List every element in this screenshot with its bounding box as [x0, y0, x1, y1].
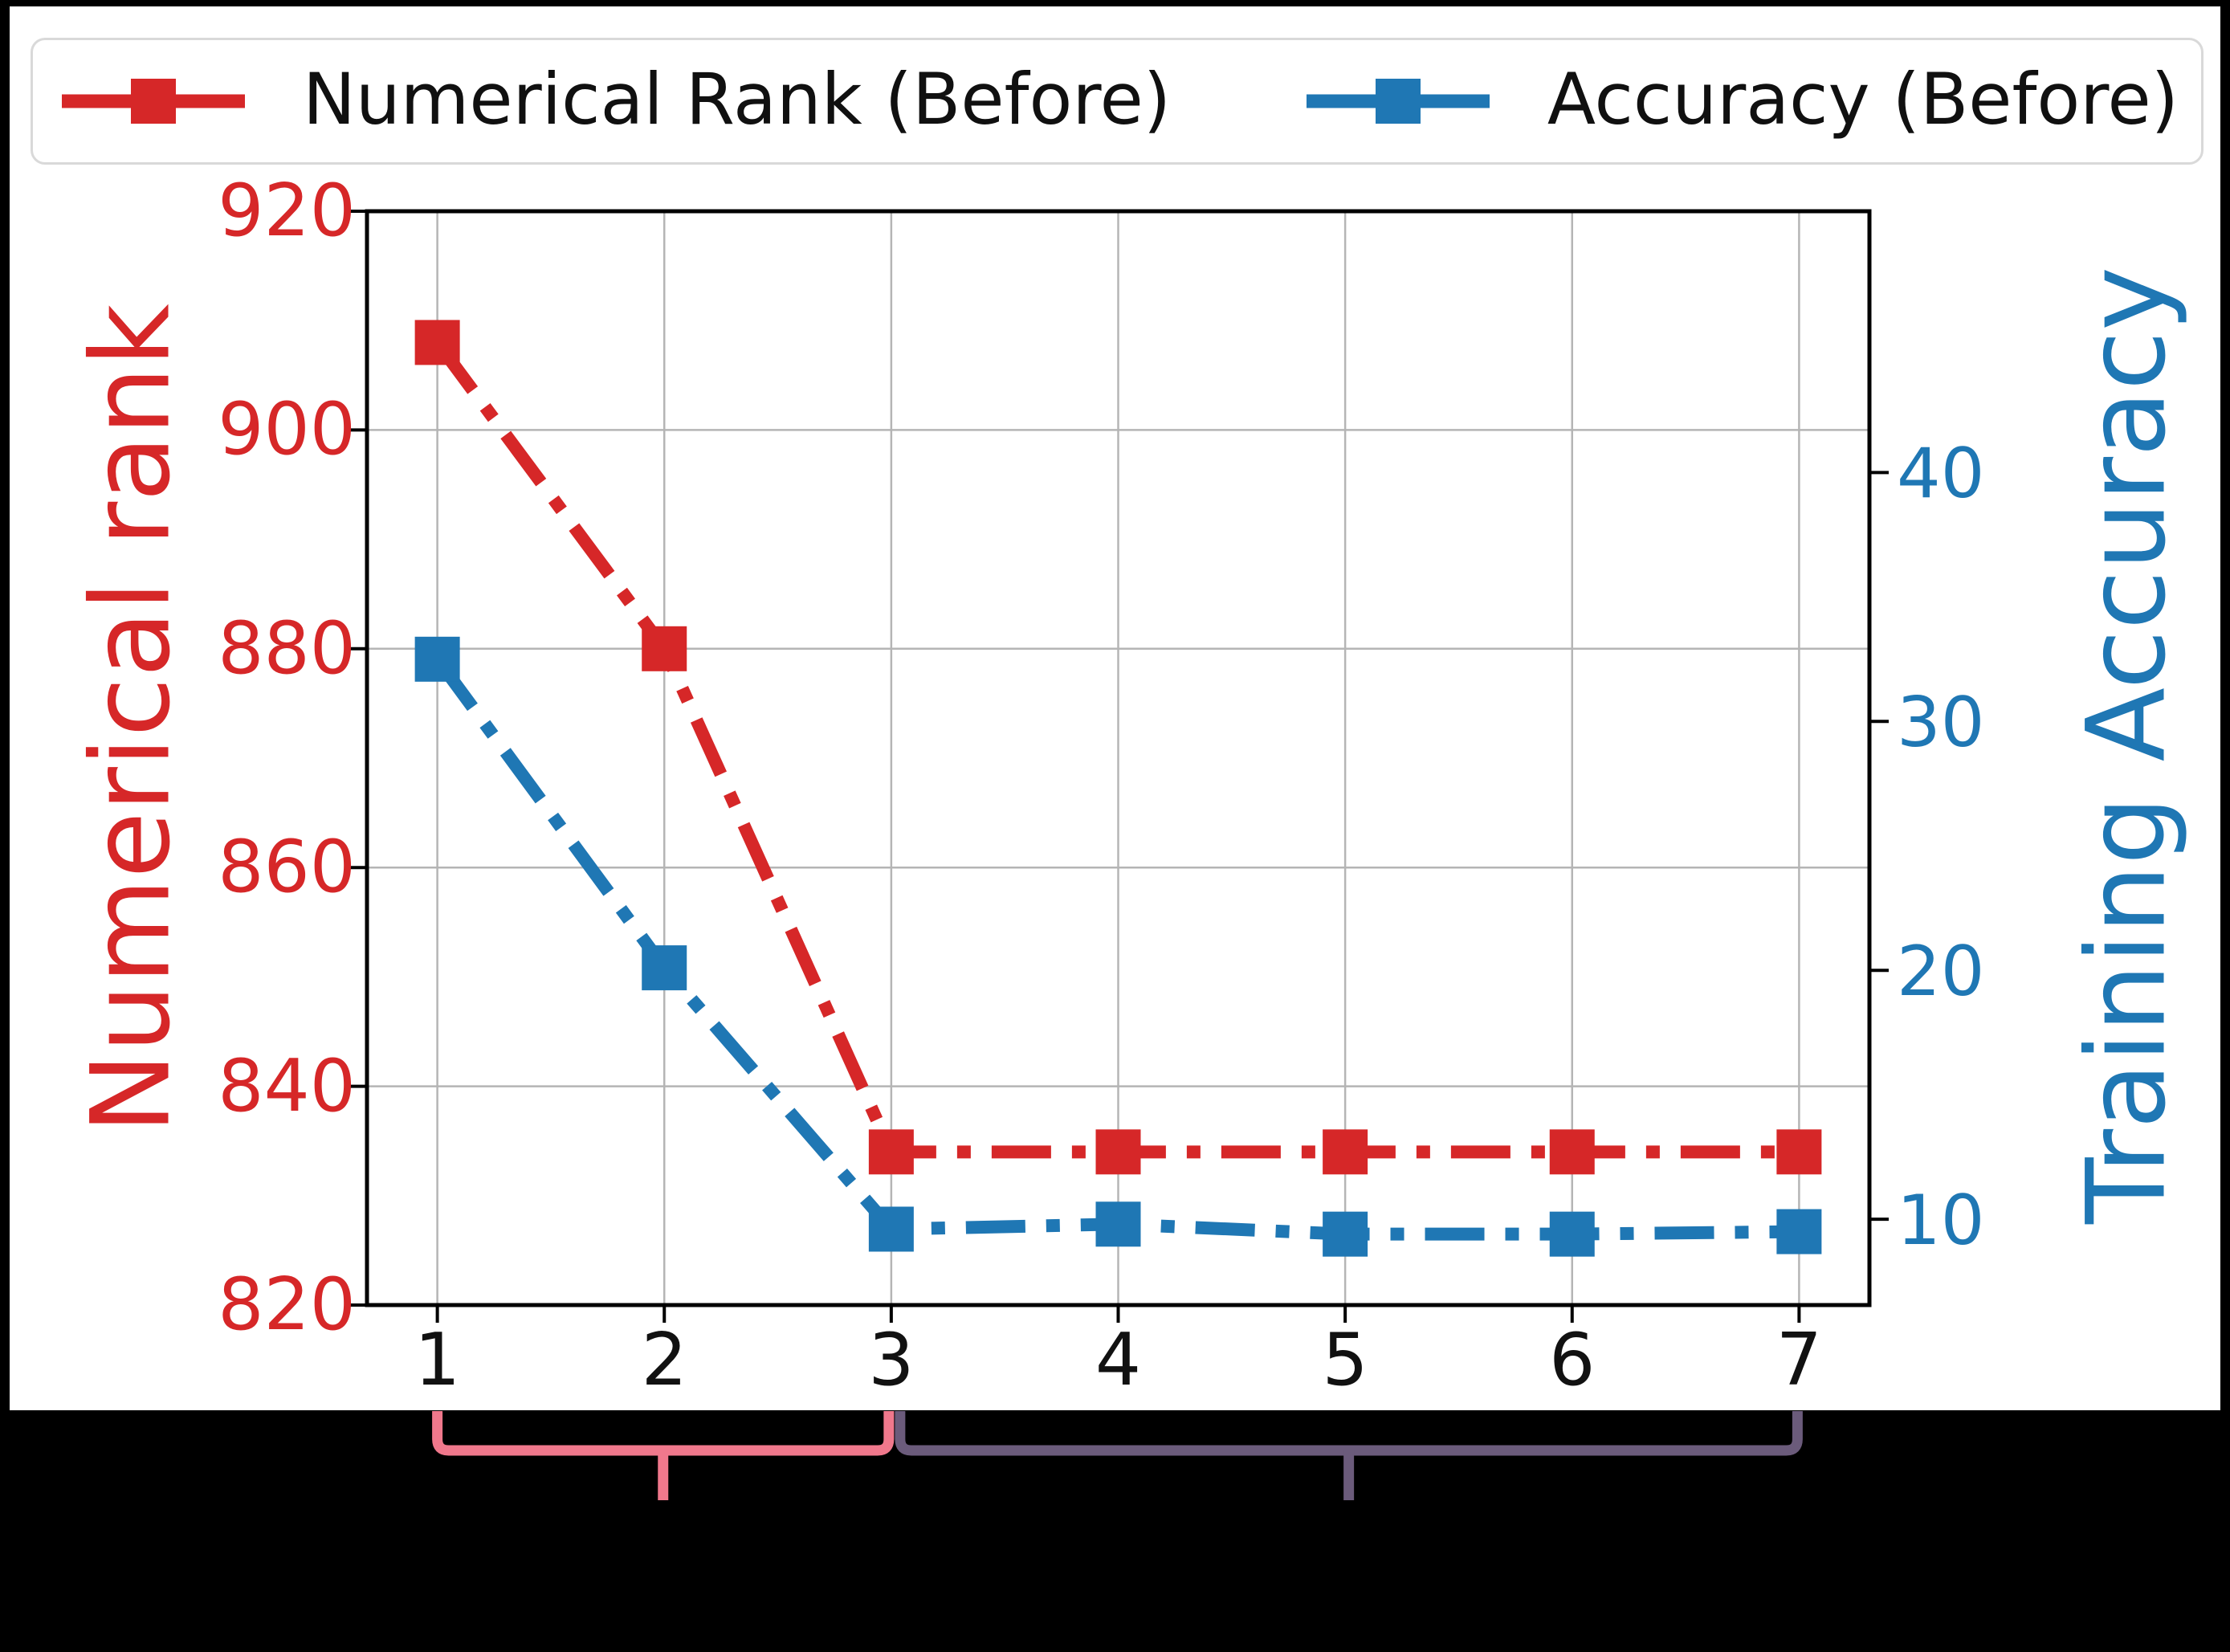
- marker-numerical-rank-x6: [1549, 1129, 1595, 1175]
- right-tick-label-40: 40: [1897, 434, 1985, 515]
- figure-area: [10, 6, 2220, 1410]
- x-tick-label-5: 5: [1322, 1318, 1368, 1402]
- left-tick-label-820: 820: [218, 1262, 356, 1347]
- legend-label-numerical-rank: Numerical Rank (Before): [303, 58, 1172, 141]
- left-tick-label-900: 900: [218, 387, 356, 472]
- brace-2: [895, 1411, 1803, 1456]
- right-tick-label-20: 20: [1897, 932, 1985, 1013]
- marker-numerical-rank-x5: [1323, 1129, 1368, 1175]
- legend-item-numerical-rank: Numerical Rank (Before): [60, 59, 1171, 143]
- right-tick-label-30: 30: [1897, 683, 1985, 764]
- marker-accuracy-x6: [1549, 1211, 1595, 1257]
- right-axis-title: Training Accuracy: [2063, 267, 2190, 1224]
- left-tick-label-920: 920: [218, 169, 356, 253]
- x-tick-label-6: 6: [1549, 1318, 1596, 1402]
- x-tick-label-3: 3: [868, 1318, 915, 1402]
- x-tick-label-1: 1: [414, 1318, 461, 1402]
- marker-numerical-rank-x4: [1095, 1129, 1141, 1175]
- marker-accuracy-x1: [414, 636, 460, 682]
- legend-line-sample-blue: [1306, 79, 1490, 124]
- x-tick-label-7: 7: [1775, 1318, 1822, 1402]
- marker-numerical-rank-x7: [1776, 1129, 1822, 1175]
- marker-numerical-rank-x2: [642, 626, 687, 671]
- legend-label-accuracy: Accuracy (Before): [1547, 58, 2179, 141]
- marker-numerical-rank-x1: [414, 320, 460, 365]
- marker-accuracy-x3: [868, 1206, 914, 1252]
- marker-accuracy-x7: [1776, 1209, 1822, 1254]
- left-tick-label-860: 860: [218, 825, 356, 910]
- marker-accuracy-x4: [1095, 1201, 1141, 1247]
- legend-line-sample-red: [62, 79, 245, 124]
- legend: Numerical Rank (Before) Accuracy (Before…: [31, 38, 2204, 165]
- x-tick-label-4: 4: [1095, 1318, 1142, 1402]
- right-tick-label-10: 10: [1897, 1181, 1985, 1262]
- marker-accuracy-x2: [642, 945, 687, 991]
- x-tick-label-2: 2: [641, 1318, 687, 1402]
- marker-accuracy-x5: [1323, 1211, 1368, 1257]
- marker-numerical-rank-x3: [868, 1129, 914, 1175]
- left-tick-label-840: 840: [218, 1043, 356, 1128]
- legend-item-accuracy: Accuracy (Before): [1305, 59, 2179, 143]
- brace-1: [432, 1411, 895, 1456]
- left-tick-label-880: 880: [218, 606, 356, 691]
